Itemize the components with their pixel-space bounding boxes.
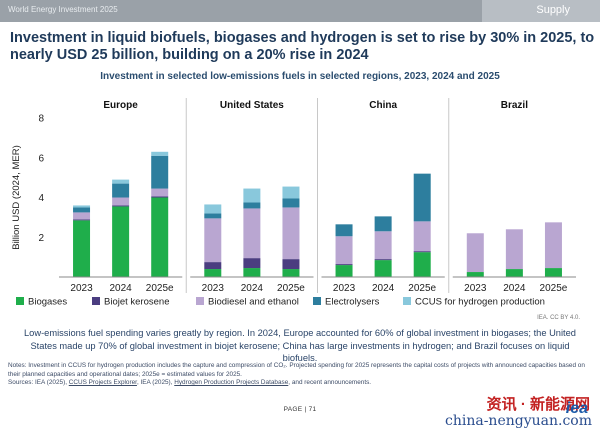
sources: Sources: IEA (2025), CCUS Projects Explo… — [8, 379, 593, 388]
panel-title: United States — [220, 100, 284, 111]
bar-segment — [112, 197, 130, 206]
bar-segment — [413, 252, 431, 277]
y-tick-label: 2 — [38, 233, 44, 244]
bar-segment — [151, 151, 169, 156]
bar-segment — [505, 229, 523, 270]
legend-swatch — [313, 297, 321, 305]
bar-segment — [204, 269, 222, 277]
hydrogen-database-link[interactable]: Hydrogen Production Projects Database — [174, 379, 289, 387]
bar-segment — [151, 197, 169, 277]
bar-segment — [243, 268, 261, 277]
panel-title: Brazil — [501, 100, 528, 111]
legend-swatch — [403, 297, 411, 305]
iea-logo: iea — [565, 400, 588, 417]
legend-label: Biogases — [28, 297, 67, 308]
chart: Billion USD (2024, MER) 2 4 6 8 Europe 2023 202… — [11, 98, 580, 321]
legend-label: CCUS for hydrogen production — [415, 297, 545, 308]
bar-segment — [335, 264, 353, 266]
sources-prefix: Sources: IEA (2025), — [8, 379, 69, 387]
chart-caption: Low-emissions fuel spending varies great… — [24, 328, 576, 363]
notes-text: Notes: Investment in CCUS for hydrogen p… — [8, 362, 585, 378]
bar-segment — [335, 236, 353, 265]
x-tick-label: 2025e — [408, 283, 436, 294]
sources-mid: , IEA (2025), — [136, 379, 175, 387]
bar-segment — [243, 258, 261, 269]
bar-segment — [73, 212, 91, 220]
x-tick-label: 2023 — [333, 283, 356, 294]
bar-segment — [374, 216, 392, 232]
bar-segment — [413, 251, 431, 253]
x-tick-label: 2025e — [540, 283, 568, 294]
x-tick-label: 2024 — [503, 283, 526, 294]
y-axis-label: Billion USD (2024, MER) — [11, 145, 22, 250]
report-name: World Energy Investment 2025 — [8, 5, 118, 14]
panel-title: China — [369, 100, 397, 111]
x-tick-label: 2024 — [372, 283, 395, 294]
bar-segment — [112, 206, 130, 277]
bar-segment — [282, 269, 300, 277]
bar-segment — [282, 198, 300, 208]
watermark-text: 资讯 · 新能源网 — [486, 396, 590, 413]
legend-label: Biodiesel and ethanol — [208, 297, 299, 308]
x-tick-label: 2024 — [110, 283, 133, 294]
y-tick-label: 8 — [38, 114, 44, 125]
chart-source: IEA. CC BY 4.0. — [537, 315, 580, 321]
bar-segment — [374, 259, 392, 261]
bar-segment — [544, 222, 562, 269]
watermark-url: china-nengyuan.com — [445, 413, 592, 429]
bar-segment — [151, 196, 169, 198]
bar-segment — [73, 220, 91, 277]
bar-segment — [466, 233, 484, 273]
bar-segment — [505, 269, 523, 277]
x-tick-label: 2025e — [277, 283, 305, 294]
bar-segment — [544, 268, 562, 277]
bar-segment — [112, 179, 130, 184]
legend-swatch — [196, 297, 204, 305]
bar-segment — [282, 186, 300, 199]
bar-segment — [374, 231, 392, 260]
bar-segment — [73, 205, 91, 208]
page-title: Investment in liquid biofuels, biogases … — [10, 30, 595, 63]
y-tick-label: 4 — [38, 193, 44, 204]
notes: Notes: Investment in CCUS for hydrogen p… — [8, 362, 593, 388]
y-tick-label: 6 — [38, 153, 44, 164]
bar-segment — [73, 219, 91, 221]
legend-label: Electrolysers — [325, 297, 380, 308]
bar-segment — [243, 188, 261, 203]
bar-segment — [112, 183, 130, 198]
section-tab[interactable]: Supply — [482, 0, 600, 22]
x-tick-label: 2024 — [241, 283, 264, 294]
bar-segment — [204, 213, 222, 219]
ccus-projects-link[interactable]: CCUS Projects Explorer — [68, 379, 137, 387]
legend-swatch — [92, 297, 100, 305]
bar-segment — [151, 155, 169, 189]
bar-segment — [151, 188, 169, 197]
x-tick-label: 2023 — [464, 283, 487, 294]
bar-segment — [204, 218, 222, 263]
bar-segment — [374, 260, 392, 277]
legend-label: Biojet kerosene — [104, 297, 169, 308]
page-number: PAGE | 71 — [283, 406, 317, 413]
panel-title: Europe — [103, 100, 138, 111]
bar-segment — [413, 221, 431, 252]
bar-segment — [243, 202, 261, 209]
bar-segment — [204, 262, 222, 270]
x-tick-label: 2023 — [202, 283, 225, 294]
bar-segment — [466, 272, 484, 277]
bar-segment — [282, 207, 300, 260]
bar-segment — [335, 224, 353, 237]
bar-segment — [73, 207, 91, 213]
bar-segment — [282, 259, 300, 270]
bar-segment — [335, 265, 353, 277]
x-tick-label: 2023 — [70, 283, 93, 294]
sources-suffix: , and recent announcements. — [288, 379, 372, 387]
bar-segment — [204, 204, 222, 214]
legend-swatch — [16, 297, 24, 305]
x-tick-label: 2025e — [146, 283, 174, 294]
bar-segment — [112, 205, 130, 207]
chart-title: Investment in selected low-emissions fue… — [100, 71, 500, 82]
bar-segment — [413, 173, 431, 222]
bar-segment — [243, 208, 261, 259]
top-bar: World Energy Investment 2025 Supply — [0, 0, 600, 22]
